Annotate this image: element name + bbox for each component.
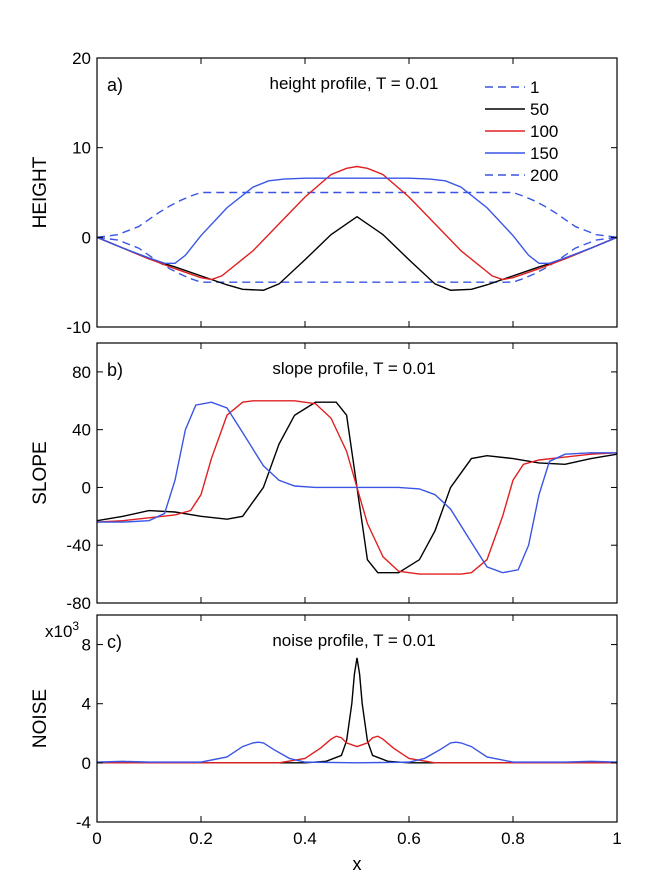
height-panel-label: a) [107,75,123,95]
slope-ytick-label: 0 [82,478,91,497]
slope-y-axis-label: SLOPE [30,441,51,504]
x-tick-label: 0 [92,829,101,848]
legend-label-100: 100 [530,122,558,141]
x-tick-label: 1 [612,829,621,848]
noise-ytick-label: -4 [76,813,91,832]
slope-chart-title: slope profile, T = 0.01 [272,359,435,378]
height-ticks: -10 0 10 20 [66,49,618,337]
noise-panel-label: c) [107,632,122,652]
slope-ytick-label: -40 [66,536,91,555]
noise-y-axis-label: NOISE [30,689,51,748]
x-tick-label: 0.4 [293,829,317,848]
height-series-layer [96,165,618,291]
x-tick-label: 0.2 [189,829,213,848]
noise-plot-frame [96,614,618,823]
slope-profile-panel: -80 -40 0 40 80 b) slope profile, T = 0.01 S… [30,342,618,613]
slope-ytick-label: 40 [72,421,91,440]
noise-ytick-label: 4 [82,695,91,714]
slope-ticks: -80 -40 0 40 80 [66,343,618,613]
x-tick-label: 0.8 [501,829,525,848]
height-y-axis-label: HEIGHT [30,156,51,228]
legend-label-1: 1 [530,78,539,97]
noise-scale-exponent: 3 [72,619,79,633]
height-ytick-label: 0 [82,228,91,247]
height-series-150-line [96,177,618,265]
legend-label-200: 200 [530,166,558,185]
slope-panel-label: b) [107,360,123,380]
height-ytick-label: 10 [72,139,91,158]
slope-ytick-label: -80 [66,594,91,613]
height-series-200-dashed-line [96,191,618,239]
slope-series-layer [96,400,618,575]
height-ytick-label: -10 [66,318,91,337]
x-axis-label: x [353,854,362,874]
height-series-1-dashed-line [96,236,618,283]
noise-ytick-label: 0 [82,754,91,773]
height-series-50-line [96,215,618,291]
slope-plot-frame [96,342,618,604]
slope-series-150-line [97,401,617,574]
noise-series-50-line [97,657,617,764]
noise-chart-title: noise profile, T = 0.01 [272,631,435,650]
height-profile-panel: -10 0 10 20 a) height profile, T = 0.01 HEI… [30,49,618,337]
height-series-100-line [96,165,618,281]
height-ytick-label: 20 [72,49,91,68]
slope-ytick-label: 80 [72,363,91,382]
noise-series-layer [96,657,618,764]
legend-label-150: 150 [530,144,558,163]
legend-label-50: 50 [530,100,549,119]
noise-series-100-line [97,735,617,764]
noise-ytick-label: 8 [82,636,91,655]
noise-scale-label: x103 [45,619,79,641]
height-plot-frame [96,57,618,328]
noise-scale-base: x10 [45,622,72,641]
x-tick-label: 0.6 [397,829,421,848]
noise-series-150-line [96,741,618,764]
height-chart-title: height profile, T = 0.01 [269,74,438,93]
